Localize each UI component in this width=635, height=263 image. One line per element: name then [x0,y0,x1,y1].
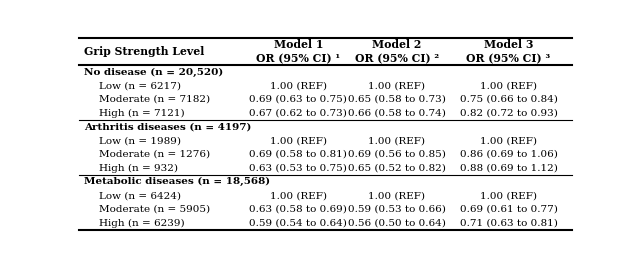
Text: No disease (n = 20,520): No disease (n = 20,520) [84,67,224,77]
Text: Moderate (n = 5905): Moderate (n = 5905) [99,205,210,214]
Text: 0.59 (0.53 to 0.66): 0.59 (0.53 to 0.66) [348,205,446,214]
Text: Moderate (n = 1276): Moderate (n = 1276) [99,150,210,159]
Text: High (n = 7121): High (n = 7121) [99,109,185,118]
Text: Model 2
OR (95% CI) ²: Model 2 OR (95% CI) ² [355,39,439,64]
Text: 0.86 (0.69 to 1.06): 0.86 (0.69 to 1.06) [460,150,558,159]
Text: Low (n = 6424): Low (n = 6424) [99,191,181,200]
Text: 0.63 (0.53 to 0.75): 0.63 (0.53 to 0.75) [250,164,347,173]
Text: Low (n = 6217): Low (n = 6217) [99,81,181,90]
Text: 1.00 (REF): 1.00 (REF) [270,81,327,90]
Text: 1.00 (REF): 1.00 (REF) [480,81,537,90]
Text: 0.82 (0.72 to 0.93): 0.82 (0.72 to 0.93) [460,109,558,118]
Text: 1.00 (REF): 1.00 (REF) [480,191,537,200]
Text: 0.69 (0.63 to 0.75): 0.69 (0.63 to 0.75) [250,95,347,104]
Text: Moderate (n = 7182): Moderate (n = 7182) [99,95,210,104]
Text: Model 3
OR (95% CI) ³: Model 3 OR (95% CI) ³ [467,39,551,64]
Text: 0.69 (0.61 to 0.77): 0.69 (0.61 to 0.77) [460,205,558,214]
Text: 1.00 (REF): 1.00 (REF) [368,136,425,145]
Text: Model 1
OR (95% CI) ¹: Model 1 OR (95% CI) ¹ [257,39,340,64]
Text: 0.88 (0.69 to 1.12): 0.88 (0.69 to 1.12) [460,164,558,173]
Text: 0.67 (0.62 to 0.73): 0.67 (0.62 to 0.73) [250,109,347,118]
Text: 0.69 (0.58 to 0.81): 0.69 (0.58 to 0.81) [250,150,347,159]
Text: High (n = 6239): High (n = 6239) [99,219,185,228]
Text: 0.59 (0.54 to 0.64): 0.59 (0.54 to 0.64) [250,219,347,228]
Text: 0.65 (0.58 to 0.73): 0.65 (0.58 to 0.73) [348,95,446,104]
Text: 0.63 (0.58 to 0.69): 0.63 (0.58 to 0.69) [250,205,347,214]
Text: 1.00 (REF): 1.00 (REF) [270,191,327,200]
Text: 1.00 (REF): 1.00 (REF) [368,81,425,90]
Text: 0.71 (0.63 to 0.81): 0.71 (0.63 to 0.81) [460,219,558,228]
Text: Grip Strength Level: Grip Strength Level [84,46,204,57]
Text: 0.69 (0.56 to 0.85): 0.69 (0.56 to 0.85) [348,150,446,159]
Text: High (n = 932): High (n = 932) [99,164,178,173]
Text: 1.00 (REF): 1.00 (REF) [270,136,327,145]
Text: Arthritis diseases (n = 4197): Arthritis diseases (n = 4197) [84,123,251,132]
Text: 1.00 (REF): 1.00 (REF) [368,191,425,200]
Text: 1.00 (REF): 1.00 (REF) [480,136,537,145]
Text: 0.75 (0.66 to 0.84): 0.75 (0.66 to 0.84) [460,95,558,104]
Text: Metabolic diseases (n = 18,568): Metabolic diseases (n = 18,568) [84,177,271,186]
Text: Low (n = 1989): Low (n = 1989) [99,136,181,145]
Text: 0.66 (0.58 to 0.74): 0.66 (0.58 to 0.74) [348,109,446,118]
Text: 0.65 (0.52 to 0.82): 0.65 (0.52 to 0.82) [348,164,446,173]
Text: 0.56 (0.50 to 0.64): 0.56 (0.50 to 0.64) [348,219,446,228]
